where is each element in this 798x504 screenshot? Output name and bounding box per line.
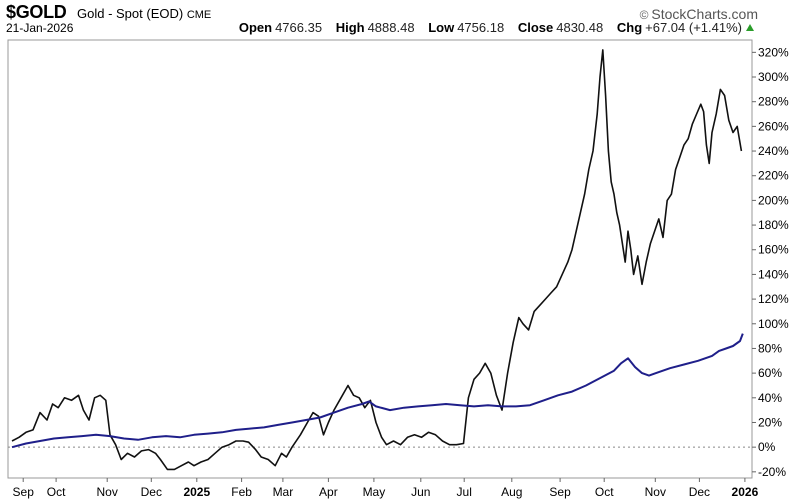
y-tick-label: 80% bbox=[758, 341, 782, 355]
ohlc-readout: Open 4766.35 High 4888.48 Low 4756.18 Close… bbox=[229, 20, 754, 35]
brand-label: StockCharts.com bbox=[651, 6, 758, 22]
y-tick-label: 220% bbox=[758, 169, 789, 183]
series-layer bbox=[11, 49, 744, 471]
comparison-series-line bbox=[11, 333, 744, 449]
header-row-1: $GOLD Gold - Spot (EOD) CME © StockCharts… bbox=[0, 2, 798, 22]
y-tick-label: 40% bbox=[758, 391, 782, 405]
x-tick-label: Jun bbox=[411, 485, 430, 499]
gold-spot-series-line bbox=[11, 49, 743, 471]
y-tick-label: 240% bbox=[758, 144, 789, 158]
x-tick-label: Dec bbox=[141, 485, 162, 499]
y-tick-label: 160% bbox=[758, 243, 789, 257]
y-tick-label: 60% bbox=[758, 366, 782, 380]
instrument-name: Gold - Spot (EOD) CME bbox=[77, 6, 211, 21]
x-tick-label: 2025 bbox=[183, 485, 210, 499]
y-tick-label: 320% bbox=[758, 45, 789, 59]
up-triangle-icon bbox=[746, 24, 754, 31]
header-row-2: 21-Jan-2026 Open 4766.35 High 4888.48 Low 4… bbox=[0, 20, 798, 37]
close-label: Close bbox=[517, 20, 554, 35]
open-label: Open bbox=[238, 20, 273, 35]
x-tick-label: Feb bbox=[231, 485, 252, 499]
x-tick-label: Sep bbox=[13, 485, 35, 499]
copyright-icon: © bbox=[639, 8, 649, 22]
y-axis: -20% 0% 20% 40% 60% 80% 100% 120% 140% 160% 180% 20… bbox=[752, 45, 789, 479]
y-tick-label: -20% bbox=[758, 465, 786, 479]
x-tick-label: 2026 bbox=[732, 485, 759, 499]
open-value: 4766.35 bbox=[275, 20, 323, 35]
y-tick-label: 20% bbox=[758, 415, 782, 429]
x-tick-label: Aug bbox=[501, 485, 522, 499]
high-label: High bbox=[335, 20, 365, 35]
y-tick-label: 180% bbox=[758, 218, 789, 232]
x-tick-label: Nov bbox=[645, 485, 666, 499]
y-tick-label: 280% bbox=[758, 95, 789, 109]
low-label: Low bbox=[428, 20, 455, 35]
x-tick-label: Oct bbox=[595, 485, 614, 499]
plot-frame bbox=[7, 39, 753, 479]
y-tick-label: 0% bbox=[758, 440, 776, 454]
chg-label: Chg bbox=[616, 20, 643, 35]
chg-value: +67.04 (+1.41%) bbox=[645, 20, 742, 35]
x-tick-label: Sep bbox=[549, 485, 571, 499]
x-tick-label: Jul bbox=[457, 485, 472, 499]
x-tick-label: Dec bbox=[689, 485, 710, 499]
y-tick-label: 200% bbox=[758, 193, 789, 207]
close-value: 4830.48 bbox=[556, 20, 604, 35]
x-tick-label: May bbox=[363, 485, 386, 499]
y-tick-label: 140% bbox=[758, 267, 789, 281]
y-tick-label: 260% bbox=[758, 119, 789, 133]
high-value: 4888.48 bbox=[367, 20, 415, 35]
x-axis: Sep Oct Nov Dec 2025 Feb Mar Apr May Jun Jul Aug Sep… bbox=[13, 478, 759, 499]
exchange-label: CME bbox=[186, 9, 212, 21]
x-tick-label: Apr bbox=[319, 485, 338, 499]
brand-link[interactable]: © StockCharts.com bbox=[640, 6, 758, 22]
quote-date: 21-Jan-2026 bbox=[6, 21, 74, 35]
x-tick-label: Oct bbox=[47, 485, 66, 499]
y-tick-label: 120% bbox=[758, 292, 789, 306]
ticker-symbol: $GOLD bbox=[6, 2, 67, 22]
x-tick-label: Mar bbox=[273, 485, 294, 499]
y-tick-label: 300% bbox=[758, 70, 789, 84]
instrument-title: Gold - Spot (EOD) bbox=[77, 6, 184, 21]
x-tick-label: Nov bbox=[97, 485, 118, 499]
y-tick-label: 100% bbox=[758, 317, 789, 331]
low-value: 4756.18 bbox=[457, 20, 505, 35]
